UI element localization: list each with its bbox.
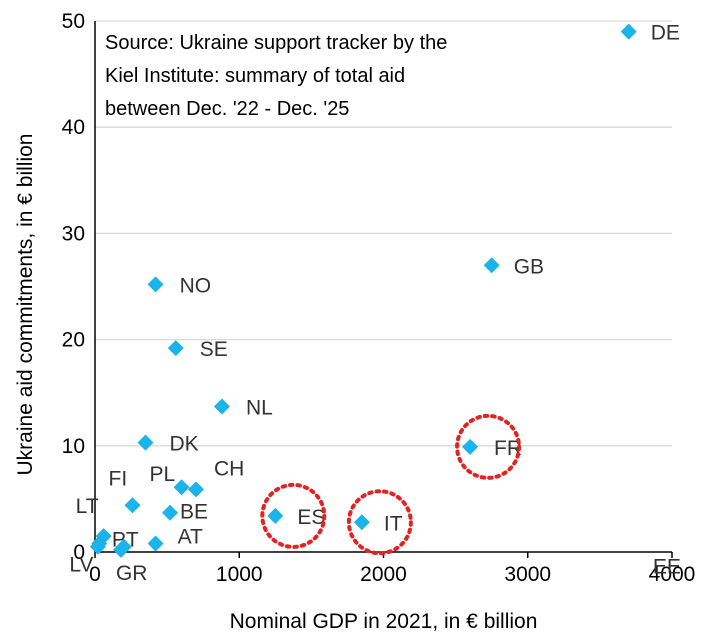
x-tick-label-3: 3000 xyxy=(504,563,551,586)
x-tick-label-0: 0 xyxy=(89,563,101,586)
y-axis-title: Ukraine aid commitments, in € billion xyxy=(14,134,37,476)
point-at xyxy=(147,535,164,552)
y-tick-label-1: 10 xyxy=(62,435,85,458)
point-gr xyxy=(112,541,129,558)
point-labels: DE GB NO SE NL FR DK PL CH FI BE ES IT PT AT LT LV GR EE xyxy=(69,22,681,585)
gridlines xyxy=(95,20,672,447)
point-label-it: IT xyxy=(384,512,403,535)
point-fi xyxy=(124,497,141,514)
point-label-es: ES xyxy=(297,506,325,529)
point-label-dk: DK xyxy=(169,433,198,456)
annotation-line-1: Kiel Institute: summary of total aid xyxy=(105,65,405,87)
y-tick-label-4: 40 xyxy=(62,116,85,139)
point-pl xyxy=(173,479,190,496)
point-ch xyxy=(187,481,204,498)
point-label-nl: NL xyxy=(246,397,273,420)
point-ee xyxy=(89,538,106,555)
point-label-ch: CH xyxy=(214,457,244,480)
point-es xyxy=(267,507,284,524)
point-label-ee: EE xyxy=(653,556,681,579)
highlight-circles xyxy=(260,413,522,556)
point-label-fr: FR xyxy=(494,437,522,460)
point-de xyxy=(620,23,637,40)
annotation-line-2: between Dec. '22 - Dec. '25 xyxy=(105,98,349,120)
source-annotation: Source: Ukraine support tracker by the Ki… xyxy=(105,32,447,120)
point-label-de: DE xyxy=(651,22,680,45)
point-label-gb: GB xyxy=(514,255,544,278)
point-gb xyxy=(483,257,500,274)
y-tick-label-2: 20 xyxy=(62,329,85,352)
annotation-line-0: Source: Ukraine support tracker by the xyxy=(105,32,447,54)
x-tick-labels: 0 1000 2000 3000 4000 xyxy=(89,552,695,586)
y-tick-label-5: 50 xyxy=(62,10,85,33)
point-no xyxy=(147,276,164,293)
x-tick-label-4: 4000 xyxy=(649,563,696,586)
x-axis-title: Nominal GDP in 2021, in € billion xyxy=(230,610,538,633)
point-label-pt: PT xyxy=(112,529,139,552)
point-label-no: NO xyxy=(180,274,212,297)
point-label-se: SE xyxy=(200,338,228,361)
x-tick-label-2: 2000 xyxy=(360,563,407,586)
point-label-fi: FI xyxy=(109,467,128,490)
y-tick-labels: 0 10 20 30 40 50 xyxy=(62,10,85,564)
highlight-circle-fr xyxy=(455,413,522,480)
point-label-gr: GR xyxy=(116,562,148,585)
point-label-lv: LV xyxy=(69,554,93,577)
x-tick-label-1: 1000 xyxy=(216,563,263,586)
point-fr xyxy=(462,438,479,455)
point-be xyxy=(162,504,179,521)
point-se xyxy=(167,340,184,357)
point-nl xyxy=(213,398,230,415)
point-label-pl: PL xyxy=(150,463,176,486)
highlight-circle-it xyxy=(346,489,413,556)
y-tick-label-3: 30 xyxy=(62,222,85,245)
point-label-lt: LT xyxy=(76,495,99,518)
point-label-at: AT xyxy=(178,526,203,549)
highlight-circle-es xyxy=(260,482,327,549)
point-dk xyxy=(137,434,154,451)
y-tick-label-0: 0 xyxy=(73,541,85,564)
data-points xyxy=(89,23,637,558)
point-label-be: BE xyxy=(180,501,208,524)
point-it xyxy=(353,514,370,531)
